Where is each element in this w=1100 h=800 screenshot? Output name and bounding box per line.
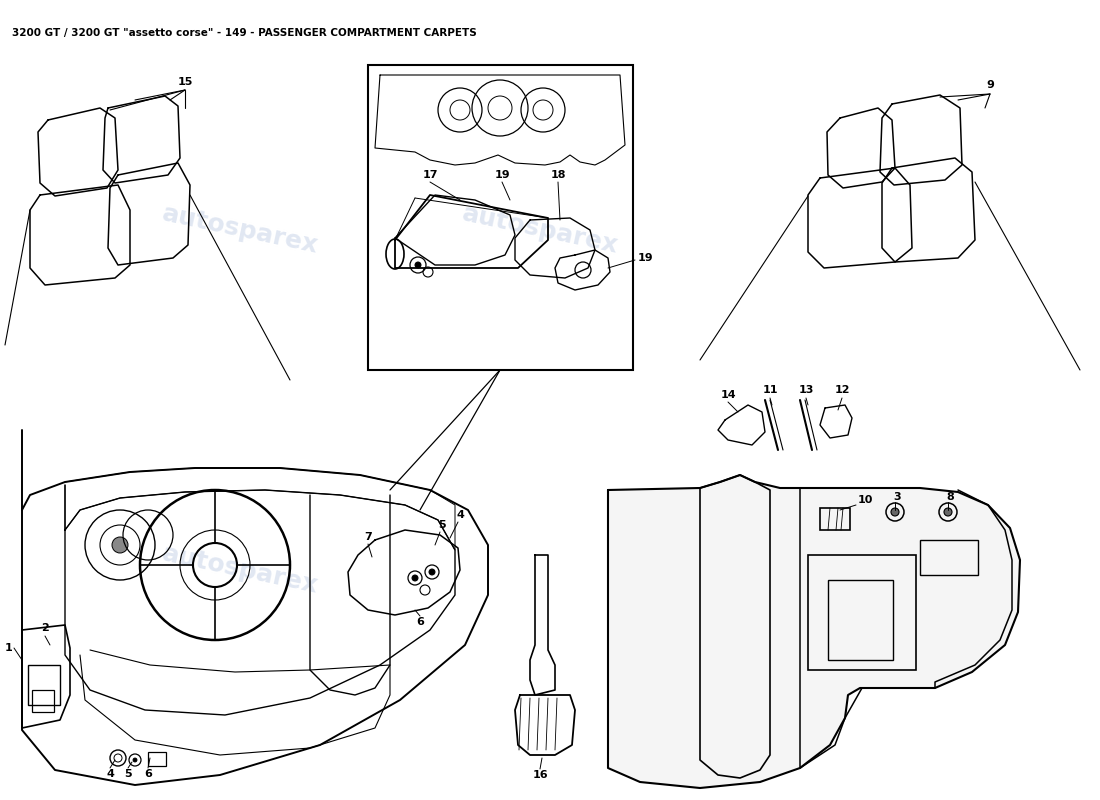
Circle shape xyxy=(133,758,138,762)
Text: 8: 8 xyxy=(946,492,954,502)
Text: 19: 19 xyxy=(494,170,509,180)
Text: 16: 16 xyxy=(532,770,548,780)
Bar xyxy=(828,580,893,660)
Text: 17: 17 xyxy=(422,170,438,180)
Text: 4: 4 xyxy=(106,769,114,779)
Text: 3: 3 xyxy=(893,492,901,502)
Text: 11: 11 xyxy=(762,385,778,395)
Text: 15: 15 xyxy=(177,77,192,87)
Bar xyxy=(148,752,166,766)
Bar xyxy=(28,665,60,705)
Text: 10: 10 xyxy=(858,495,873,505)
Bar xyxy=(808,555,916,670)
Circle shape xyxy=(944,508,952,516)
Text: 12: 12 xyxy=(834,385,849,395)
Bar xyxy=(32,690,54,712)
Circle shape xyxy=(891,508,899,516)
Text: 7: 7 xyxy=(364,532,372,542)
Circle shape xyxy=(112,537,128,553)
Text: 4: 4 xyxy=(456,510,464,520)
Text: 19: 19 xyxy=(638,253,653,263)
Text: 5: 5 xyxy=(124,769,132,779)
Text: 3200 GT / 3200 GT "assetto corse" - 149 - PASSENGER COMPARTMENT CARPETS: 3200 GT / 3200 GT "assetto corse" - 149 … xyxy=(12,28,476,38)
Bar xyxy=(368,65,632,370)
Bar xyxy=(820,508,850,530)
Text: autosparex: autosparex xyxy=(670,542,830,598)
Text: 6: 6 xyxy=(144,769,152,779)
Text: autosparex: autosparex xyxy=(160,202,320,258)
Text: 13: 13 xyxy=(799,385,814,395)
Text: 2: 2 xyxy=(41,623,48,633)
Text: 18: 18 xyxy=(550,170,565,180)
Circle shape xyxy=(415,262,421,268)
Circle shape xyxy=(429,569,434,575)
Text: autosparex: autosparex xyxy=(160,542,320,598)
Bar xyxy=(920,540,978,575)
Text: 14: 14 xyxy=(720,390,736,400)
Text: autosparex: autosparex xyxy=(460,202,620,258)
Text: 9: 9 xyxy=(986,80,994,90)
Text: 5: 5 xyxy=(438,520,446,530)
Polygon shape xyxy=(608,475,1020,788)
Text: 1: 1 xyxy=(4,643,12,653)
Text: 6: 6 xyxy=(416,617,424,627)
Circle shape xyxy=(412,575,418,581)
